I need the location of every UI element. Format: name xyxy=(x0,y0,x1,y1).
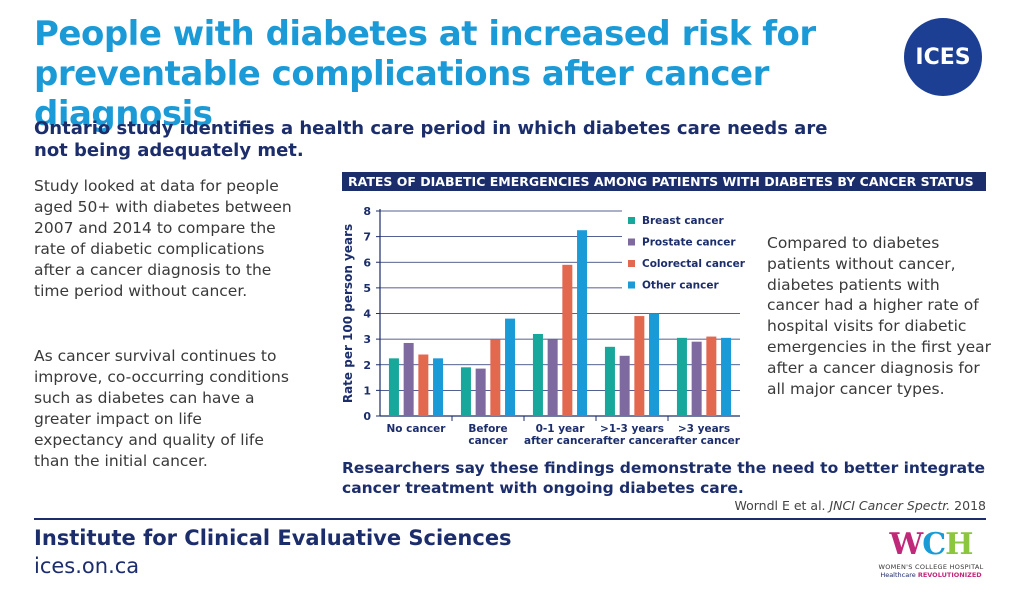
legend-box xyxy=(622,209,740,295)
x-tick-label: >1-3 years xyxy=(600,423,664,435)
legend-label: Prostate cancer xyxy=(642,237,736,249)
bar xyxy=(649,313,660,416)
wch-logo-mark: WCH xyxy=(889,527,974,562)
x-tick-label: No cancer xyxy=(387,423,447,435)
ices-logo: ICES xyxy=(904,18,982,96)
x-tick-label: after cancer xyxy=(524,435,597,447)
y-tick-label: 1 xyxy=(363,384,371,397)
y-tick-label: 8 xyxy=(363,205,371,218)
bar xyxy=(562,264,573,416)
bar xyxy=(433,358,444,416)
y-tick-label: 6 xyxy=(363,256,371,269)
bar xyxy=(475,368,486,416)
chart-title: RATES OF DIABETIC EMERGENCIES AMONG PATI… xyxy=(342,172,986,191)
bar-chart: 0 1 2 3 4 5 6 7 8 Rate per 100 person years No can… xyxy=(341,205,746,447)
survival-note: As cancer survival continues to improve,… xyxy=(34,347,289,470)
wch-logo: WCH WOMEN'S COLLEGE HOSPITAL Healthcare … xyxy=(876,530,986,584)
legend-label: Breast cancer xyxy=(642,215,724,227)
wch-logo-name: WOMEN'S COLLEGE HOSPITAL xyxy=(878,563,984,571)
bar xyxy=(604,346,615,416)
x-tick-label: after cancer xyxy=(668,435,741,447)
citation-authors: Worndl E et al. xyxy=(734,498,830,513)
y-tick-label: 5 xyxy=(363,282,371,295)
bar xyxy=(706,336,717,416)
legend-swatch xyxy=(628,260,635,267)
bar xyxy=(403,342,414,416)
legend-swatch xyxy=(628,238,635,246)
bar xyxy=(532,334,543,416)
x-tick-label: >3 years xyxy=(678,423,730,435)
wch-logo-tagline: Healthcare REVOLUTIONIZED xyxy=(880,571,982,579)
bar xyxy=(460,367,471,416)
citation-journal: JNCI Cancer Spectr. xyxy=(829,498,951,513)
bar xyxy=(418,354,429,416)
legend-label: Other cancer xyxy=(642,280,720,292)
legend-label: Colorectal cancer xyxy=(642,258,746,270)
y-tick-label: 2 xyxy=(363,359,371,372)
bar xyxy=(547,339,558,416)
website-link[interactable]: ices.on.ca xyxy=(34,554,140,578)
page-title: People with diabetes at increased risk f… xyxy=(34,14,816,134)
conclusion: Researchers say these findings demonstra… xyxy=(342,459,986,497)
footer-divider xyxy=(34,518,986,520)
bar xyxy=(490,339,501,416)
y-tick-label: 4 xyxy=(363,308,371,321)
bar xyxy=(505,318,516,416)
x-tick-label: cancer xyxy=(468,435,508,447)
bar xyxy=(619,355,630,416)
bar xyxy=(634,316,645,416)
y-axis-label: Rate per 100 person years xyxy=(341,224,355,403)
y-tick-label: 7 xyxy=(363,231,371,244)
bar xyxy=(721,337,732,416)
subtitle: Ontario study identifies a health care p… xyxy=(34,118,828,161)
citation-year: 2018 xyxy=(950,498,986,513)
findings-summary: Compared to diabetes patients without ca… xyxy=(767,234,992,398)
x-tick-label: 0-1 year xyxy=(536,423,586,435)
x-tick-label: after cancer xyxy=(596,435,669,447)
x-tick-label: Before xyxy=(468,423,507,435)
bar xyxy=(676,337,687,416)
bar xyxy=(577,230,588,416)
bar xyxy=(691,341,702,416)
legend-swatch xyxy=(628,281,635,289)
organization-name: Institute for Clinical Evaluative Scienc… xyxy=(34,526,512,550)
citation: Worndl E et al. JNCI Cancer Spectr. 2018 xyxy=(734,498,986,513)
y-tick-label: 0 xyxy=(363,410,371,423)
bar xyxy=(388,358,399,416)
legend-swatch xyxy=(628,217,635,224)
y-tick-label: 3 xyxy=(363,333,371,346)
study-description: Study looked at data for people aged 50+… xyxy=(34,177,292,300)
